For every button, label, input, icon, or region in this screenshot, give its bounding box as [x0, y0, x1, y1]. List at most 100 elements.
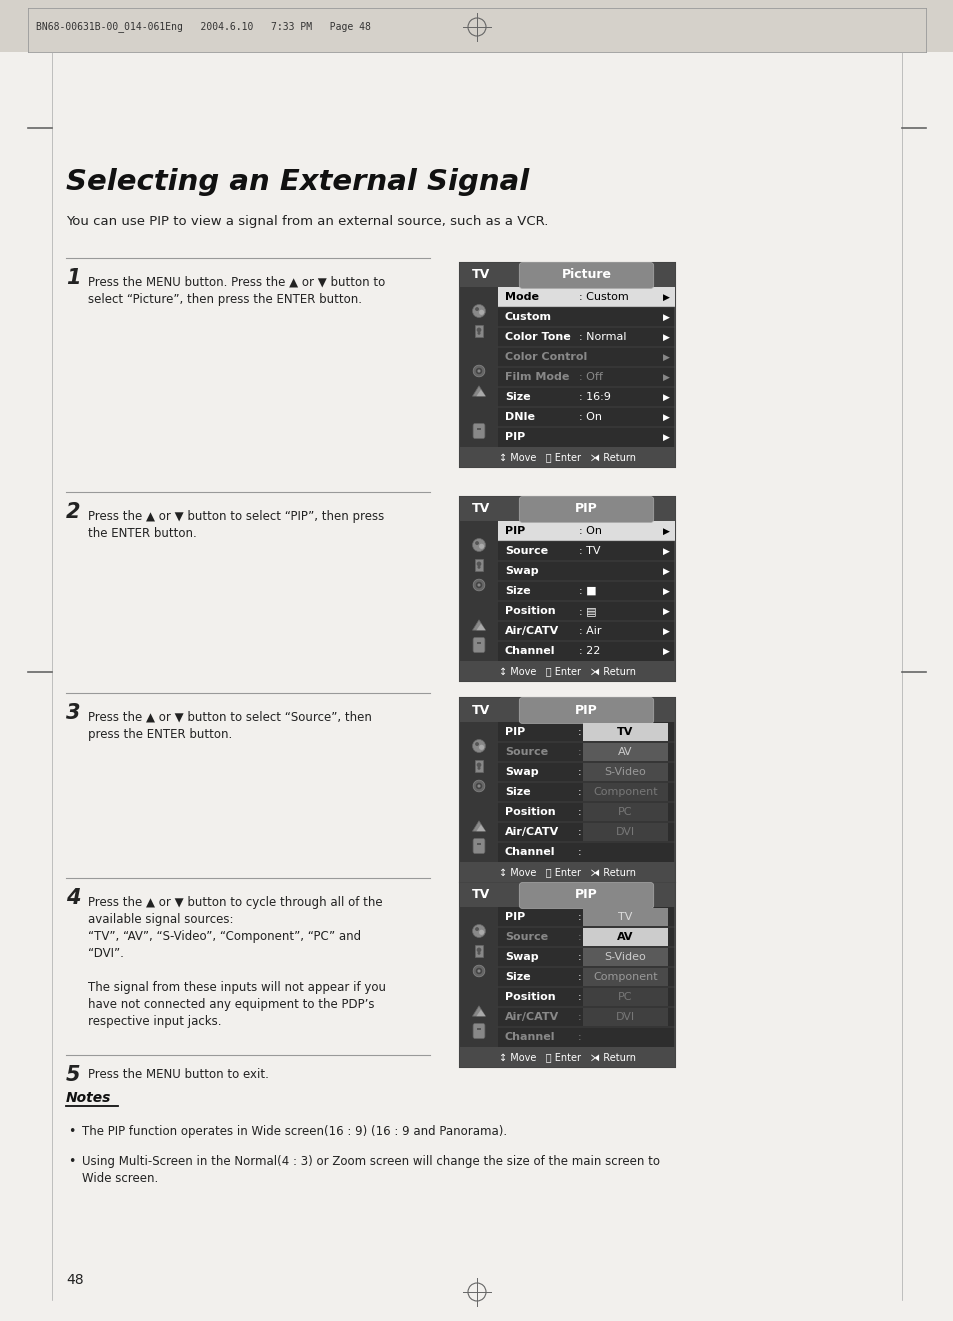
Text: : On: : On [578, 526, 601, 536]
Bar [582, 927, 667, 946]
Bar [476, 428, 481, 431]
Text: :: : [577, 1032, 580, 1042]
Text: Source: Source [504, 933, 548, 942]
Text: Press the ▲ or ▼ button to cycle through all of the
available signal sources:
“T: Press the ▲ or ▼ button to cycle through… [88, 896, 386, 1028]
FancyBboxPatch shape [473, 638, 484, 653]
Text: 2: 2 [66, 502, 80, 522]
Text: DVI: DVI [616, 1012, 635, 1022]
Circle shape [478, 544, 484, 550]
Text: ▶: ▶ [662, 567, 669, 576]
Text: Color Control: Color Control [504, 351, 587, 362]
Bar [459, 263, 675, 287]
Bar [459, 287, 497, 446]
Text: DNIe: DNIe [504, 412, 535, 421]
Text: Air/CATV: Air/CATV [504, 827, 558, 838]
Text: 5: 5 [66, 1065, 80, 1085]
Circle shape [472, 539, 485, 551]
Text: Selecting an External Signal: Selecting an External Signal [66, 168, 529, 196]
Text: Position: Position [504, 992, 555, 1003]
Bar [475, 946, 483, 956]
Text: ▶: ▶ [662, 527, 669, 535]
Bar [459, 882, 675, 1067]
Circle shape [476, 762, 481, 768]
Text: 1: 1 [66, 268, 80, 288]
Bar [459, 497, 675, 682]
Text: ▶: ▶ [662, 373, 669, 382]
Text: PIP: PIP [575, 704, 598, 716]
Bar [475, 325, 483, 337]
Text: ▶: ▶ [662, 547, 669, 556]
Circle shape [475, 927, 478, 931]
Bar [582, 823, 667, 841]
Text: ▶: ▶ [662, 646, 669, 655]
Circle shape [475, 306, 478, 310]
Bar [459, 263, 675, 468]
Bar [459, 697, 675, 723]
Text: Notes: Notes [66, 1091, 112, 1104]
Text: : ▤: : ▤ [578, 606, 597, 616]
Text: : TV: : TV [578, 546, 600, 556]
Text: PIP: PIP [504, 432, 525, 443]
Text: Mode: Mode [504, 292, 538, 303]
Text: 48: 48 [66, 1273, 84, 1287]
Bar [459, 882, 675, 908]
Text: Air/CATV: Air/CATV [504, 626, 558, 635]
Circle shape [476, 367, 482, 374]
Text: Press the MENU button. Press the ▲ or ▼ button to
select “Picture”, then press t: Press the MENU button. Press the ▲ or ▼ … [88, 276, 385, 306]
Text: •: • [68, 1125, 75, 1137]
Circle shape [476, 328, 481, 333]
Text: :: : [577, 952, 580, 962]
Text: TV: TV [472, 889, 490, 901]
Text: ▶: ▶ [662, 313, 669, 321]
Text: ▶: ▶ [662, 412, 669, 421]
Text: : Air: : Air [578, 626, 601, 635]
Bar [582, 783, 667, 801]
Polygon shape [476, 390, 485, 396]
Text: ↕ Move   ⮐ Enter   ⧕ Return: ↕ Move ⮐ Enter ⧕ Return [498, 666, 636, 676]
Circle shape [476, 951, 480, 955]
Bar [476, 1028, 481, 1030]
Text: :: : [577, 727, 580, 737]
FancyBboxPatch shape [518, 263, 653, 288]
Text: PIP: PIP [504, 727, 525, 737]
Text: ▶: ▶ [662, 392, 669, 402]
Bar [582, 723, 667, 741]
Text: Size: Size [504, 972, 530, 982]
Bar [459, 863, 675, 882]
Bar [582, 908, 667, 926]
Text: ↕ Move   ⮐ Enter   ⧕ Return: ↕ Move ⮐ Enter ⧕ Return [498, 452, 636, 462]
Text: Swap: Swap [504, 768, 538, 777]
Bar [0, 0, 953, 52]
Bar [459, 1048, 675, 1067]
Text: :: : [577, 768, 580, 777]
Bar [459, 697, 675, 882]
Bar [497, 520, 675, 542]
Circle shape [476, 565, 480, 569]
Text: Size: Size [504, 587, 530, 596]
Polygon shape [472, 386, 485, 396]
Polygon shape [476, 824, 485, 831]
Text: 4: 4 [66, 888, 80, 908]
Circle shape [478, 745, 484, 750]
Polygon shape [476, 1009, 485, 1016]
Bar [459, 497, 675, 520]
Text: Source: Source [504, 746, 548, 757]
Text: : ■: : ■ [578, 587, 597, 596]
Text: Using Multi-Screen in the Normal(4 : 3) or Zoom screen will change the size of t: Using Multi-Screen in the Normal(4 : 3) … [82, 1155, 659, 1185]
FancyBboxPatch shape [518, 497, 653, 523]
FancyBboxPatch shape [518, 882, 653, 909]
Text: Size: Size [504, 787, 530, 797]
Circle shape [472, 925, 485, 938]
Text: ▶: ▶ [662, 333, 669, 342]
Text: PC: PC [618, 992, 632, 1003]
Text: Picture: Picture [561, 268, 611, 281]
FancyBboxPatch shape [473, 839, 484, 853]
Text: PIP: PIP [575, 889, 598, 901]
Text: ▶: ▶ [662, 432, 669, 441]
Text: Film Mode: Film Mode [504, 373, 569, 382]
Text: : Custom: : Custom [578, 292, 629, 303]
Circle shape [475, 542, 478, 546]
Bar [475, 761, 483, 771]
Circle shape [476, 561, 481, 567]
Text: TV: TV [472, 704, 490, 716]
